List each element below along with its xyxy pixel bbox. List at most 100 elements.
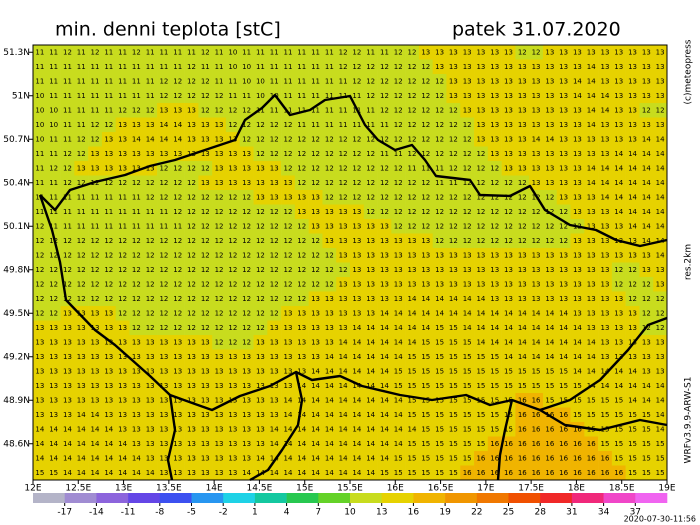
- cell: [487, 175, 502, 191]
- cell-value: 12: [270, 237, 279, 245]
- cell-value: 14: [559, 309, 568, 317]
- cell-value: 14: [49, 454, 58, 462]
- cell-value: 13: [284, 338, 293, 346]
- cell: [446, 45, 461, 60]
- cell: [625, 175, 640, 191]
- cell: [212, 117, 227, 133]
- colorbar-swatch: [64, 493, 97, 503]
- cell-value: 11: [297, 92, 306, 100]
- cell: [556, 74, 571, 89]
- cell-value: 12: [118, 237, 127, 245]
- cell-value: 12: [118, 106, 127, 114]
- cell-value: 14: [146, 135, 155, 143]
- cell-value: 11: [118, 193, 127, 201]
- cell-value: 14: [118, 469, 127, 477]
- cell-value: 14: [601, 193, 610, 201]
- cell-value: 15: [408, 411, 417, 419]
- cell-value: 13: [463, 280, 472, 288]
- cell: [88, 190, 103, 205]
- cell-value: 12: [187, 251, 196, 259]
- cell: [377, 175, 392, 191]
- cell-value: 14: [366, 396, 375, 404]
- cell-value: 13: [366, 237, 375, 245]
- x-tick-label: 19E: [658, 484, 675, 494]
- cell-value: 13: [173, 469, 182, 477]
- cell-value: 11: [284, 48, 293, 56]
- cell-value: 14: [573, 338, 582, 346]
- cell-value: 12: [146, 179, 155, 187]
- cell-value: 12: [132, 251, 141, 259]
- cell-value: 12: [63, 150, 72, 158]
- cell: [474, 88, 489, 104]
- cell: [212, 59, 227, 75]
- cell-value: 13: [518, 77, 527, 85]
- cell-value: 13: [449, 77, 458, 85]
- cell-value: 12: [270, 150, 279, 158]
- cell-value: 12: [187, 92, 196, 100]
- cell-value: 15: [449, 411, 458, 419]
- cell-value: 12: [284, 280, 293, 288]
- cell-value: 12: [187, 193, 196, 201]
- cell-value: 10: [256, 92, 265, 100]
- colorbar-label: 31: [566, 508, 577, 518]
- cell-value: 13: [628, 121, 637, 129]
- cell: [60, 132, 75, 147]
- cell-value: 12: [215, 106, 224, 114]
- cell-value: 11: [77, 208, 86, 216]
- cell-value: 12: [159, 266, 168, 274]
- y-tick-label: 49.5N: [3, 309, 30, 319]
- cell-value: 15: [476, 382, 485, 390]
- cell-value: 13: [35, 367, 44, 375]
- cell: [460, 146, 475, 162]
- cell-value: 12: [325, 150, 334, 158]
- cell-value: 11: [159, 208, 168, 216]
- cell-value: 11: [394, 150, 403, 158]
- cell-value: 13: [642, 367, 651, 375]
- cell-value: 13: [297, 324, 306, 332]
- cell-value: 13: [325, 208, 334, 216]
- cell: [363, 161, 378, 176]
- cell-value: 14: [532, 135, 541, 143]
- cell-value: 15: [476, 425, 485, 433]
- cell: [446, 74, 461, 89]
- cell-value: 12: [311, 164, 320, 172]
- cell-value: 12: [201, 266, 210, 274]
- cell-value: 14: [339, 425, 348, 433]
- cell-value: 12: [463, 121, 472, 129]
- cell-value: 12: [242, 338, 251, 346]
- cell-value: 12: [173, 164, 182, 172]
- cell: [129, 88, 144, 104]
- cell-value: 15: [476, 367, 485, 375]
- cell-value: 13: [242, 353, 251, 361]
- cell-value: 12: [311, 150, 320, 158]
- cell: [170, 175, 185, 191]
- cell-value: 13: [325, 324, 334, 332]
- cell-value: 12: [490, 193, 499, 201]
- cell-value: 12: [91, 237, 100, 245]
- cell-value: 13: [159, 425, 168, 433]
- cell-value: 14: [35, 440, 44, 448]
- cell-value: 11: [146, 77, 155, 85]
- cell: [377, 117, 392, 133]
- cell: [74, 132, 89, 147]
- cell-value: 13: [228, 382, 237, 390]
- cell: [46, 175, 61, 191]
- cell: [515, 175, 530, 191]
- cell: [542, 103, 558, 118]
- cell-value: 12: [256, 222, 265, 230]
- cell-value: 13: [35, 396, 44, 404]
- cell: [611, 146, 626, 162]
- cell-value: 12: [463, 135, 472, 143]
- cell-value: 13: [242, 396, 251, 404]
- cell-value: 15: [476, 353, 485, 361]
- cell-value: 13: [201, 121, 210, 129]
- cell: [281, 175, 296, 191]
- cell: [281, 74, 296, 89]
- cell-value: 15: [449, 469, 458, 477]
- cell-value: 10: [256, 77, 265, 85]
- cell-value: 13: [463, 266, 472, 274]
- cell-value: 12: [394, 63, 403, 71]
- cell: [198, 45, 213, 60]
- cell-value: 13: [366, 266, 375, 274]
- cell-value: 12: [656, 295, 665, 303]
